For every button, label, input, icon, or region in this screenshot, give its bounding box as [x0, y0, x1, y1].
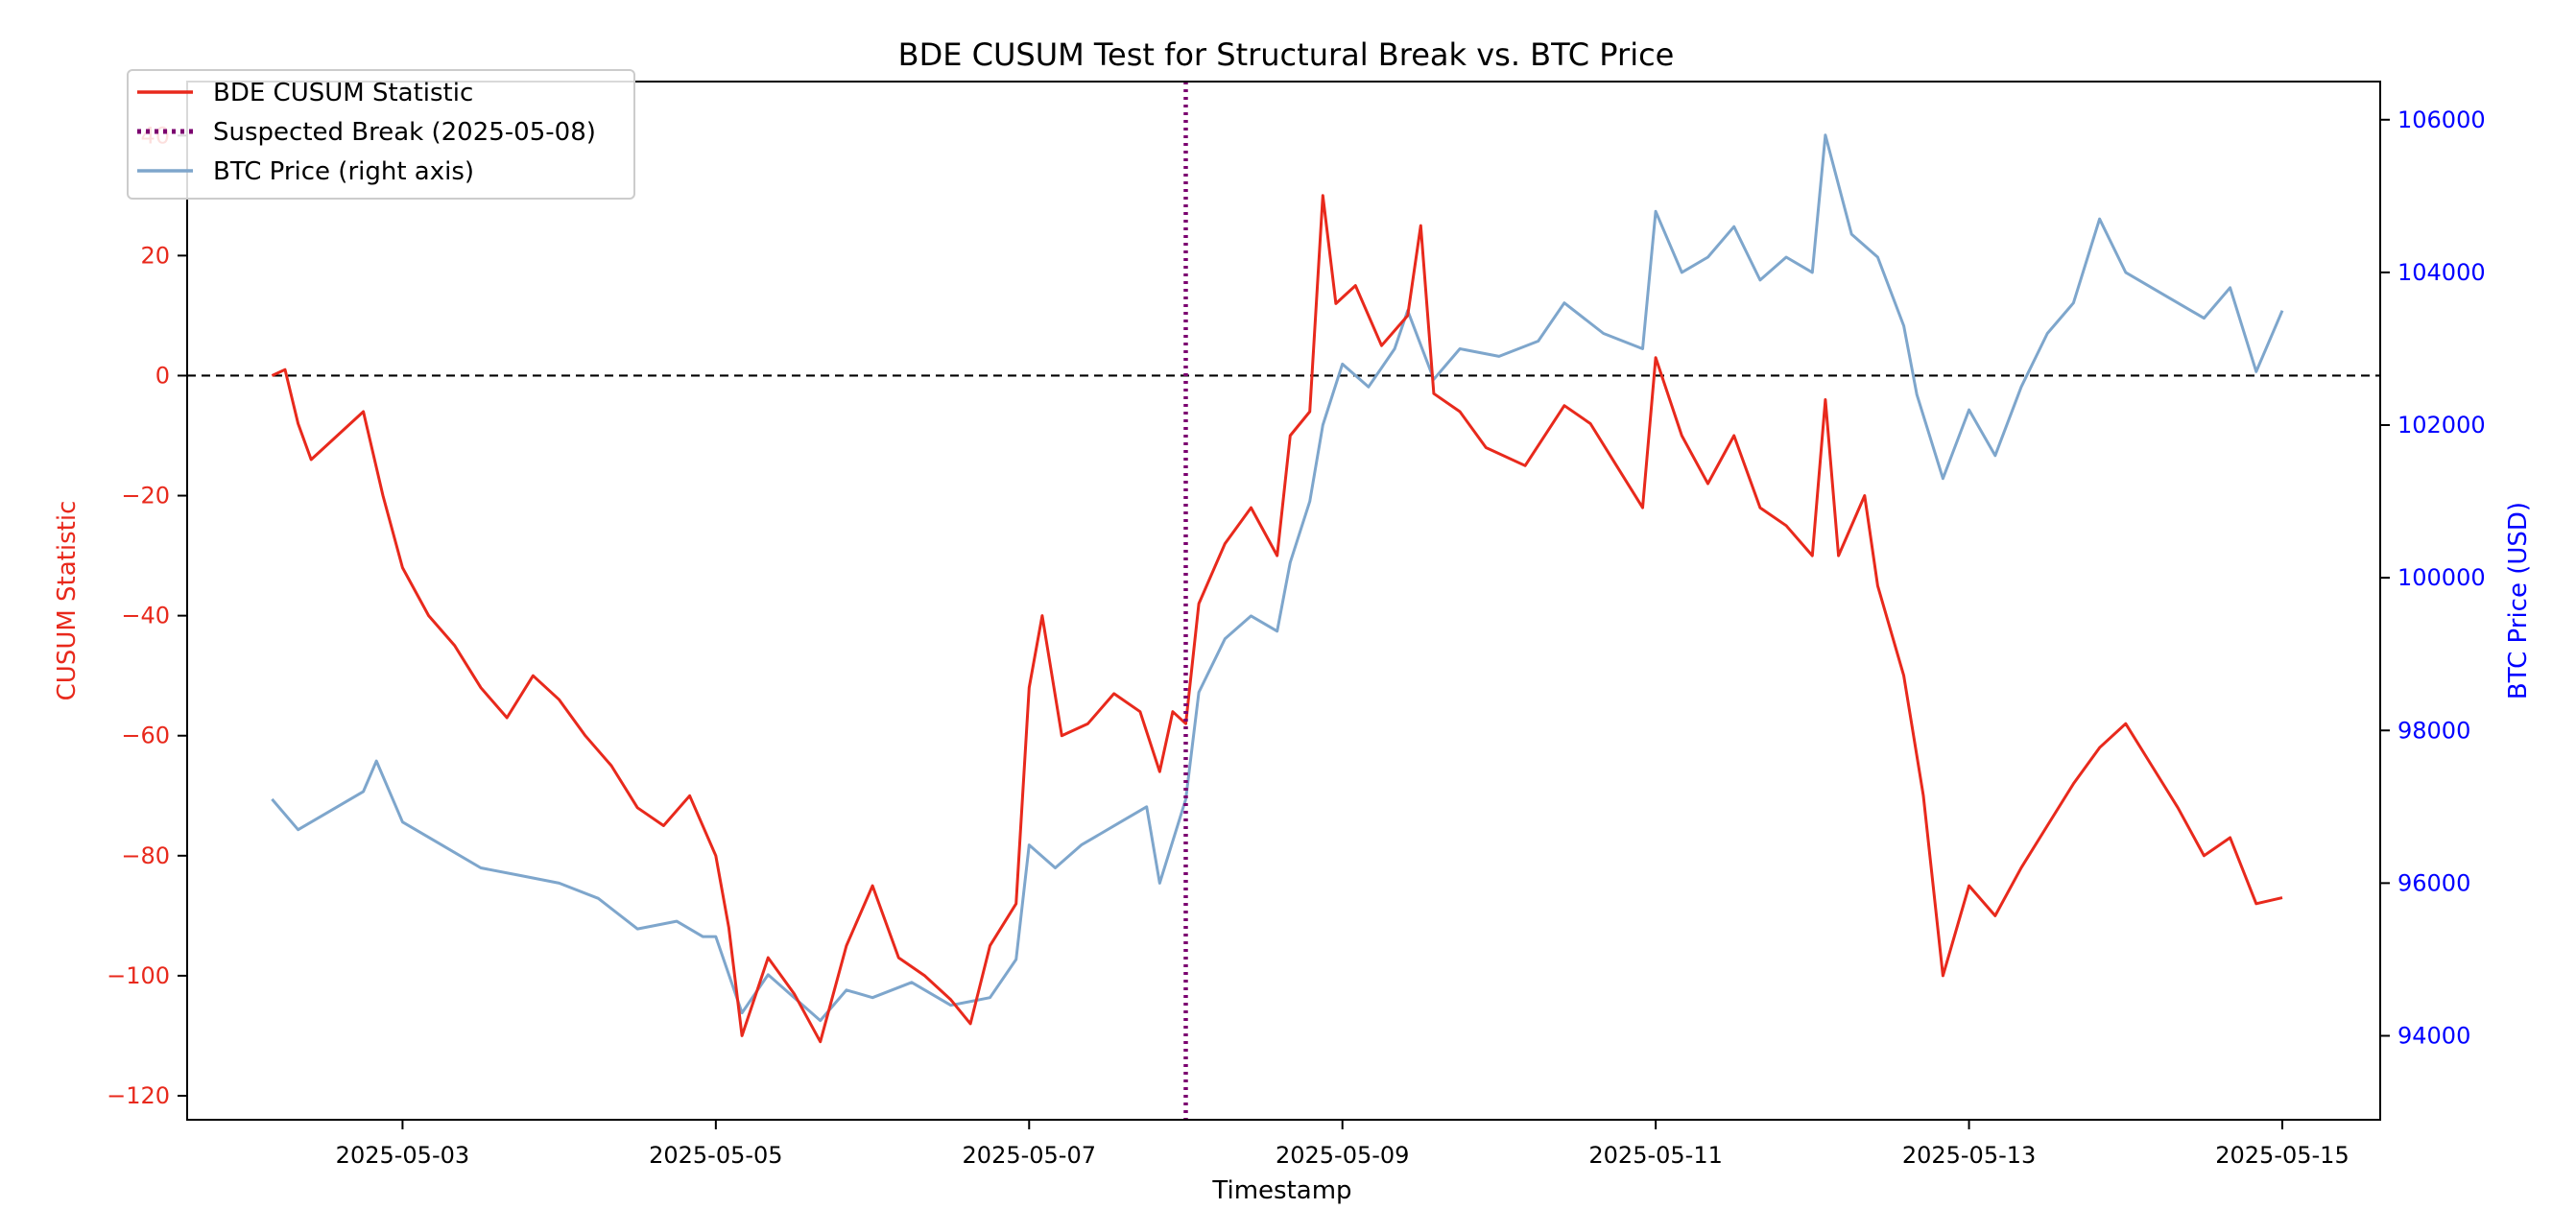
x-tick-label: 2025-05-07: [963, 1142, 1096, 1169]
x-axis: 2025-05-03 2025-05-05 2025-05-07 2025-05-09…: [336, 1120, 2349, 1169]
legend-label-1: Suspected Break (2025-05-08): [213, 118, 596, 147]
y-right-tick-label: 96000: [2397, 869, 2470, 896]
legend: BDE CUSUM Statistic Suspected Break (2025…: [127, 69, 635, 200]
y-axis-left-label: CUSUM Statistic: [53, 501, 82, 701]
y-right-tick-label: 94000: [2397, 1022, 2470, 1049]
legend-box: [127, 69, 635, 200]
x-tick-label: 2025-05-09: [1276, 1142, 1409, 1169]
series-line-0: [271, 194, 2283, 1044]
x-tick-label: 2025-05-05: [649, 1142, 782, 1169]
y-axis-right: 106000 104000 102000 100000 98000 96000 94000: [2380, 107, 2486, 1049]
x-axis-label: Timestamp: [1211, 1176, 1351, 1205]
x-tick-label: 2025-05-13: [1902, 1142, 2036, 1169]
x-tick-label: 2025-05-15: [2215, 1142, 2349, 1169]
y-left-tick-label: 0: [155, 362, 170, 389]
legend-label-0: BDE CUSUM Statistic: [213, 79, 473, 107]
y-right-tick-label: 104000: [2397, 259, 2486, 286]
x-tick-label: 2025-05-11: [1588, 1142, 1722, 1169]
y-right-tick-label: 102000: [2397, 412, 2486, 439]
y-left-tick-label: −20: [121, 483, 170, 510]
y-right-tick-label: 98000: [2397, 717, 2470, 744]
x-tick-label: 2025-05-03: [336, 1142, 469, 1169]
y-right-tick-label: 100000: [2397, 564, 2486, 591]
y-left-tick-label: 20: [140, 242, 170, 269]
y-axis-right-label: BTC Price (USD): [2504, 502, 2533, 699]
y-left-tick-label: −100: [107, 962, 170, 989]
series-line-1: [271, 133, 2284, 1023]
y-right-tick-label: 106000: [2397, 107, 2486, 133]
plot-frame: [186, 81, 2381, 1121]
y-left-tick-label: −120: [107, 1082, 170, 1109]
legend-label-2: BTC Price (right axis): [213, 157, 474, 186]
chart-title: BDE CUSUM Test for Structural Break vs. …: [898, 36, 1675, 73]
y-left-tick-label: −40: [121, 603, 170, 629]
y-left-tick-label: −80: [121, 842, 170, 869]
plot-area: [187, 82, 2380, 1120]
y-left-tick-label: −60: [121, 723, 170, 749]
